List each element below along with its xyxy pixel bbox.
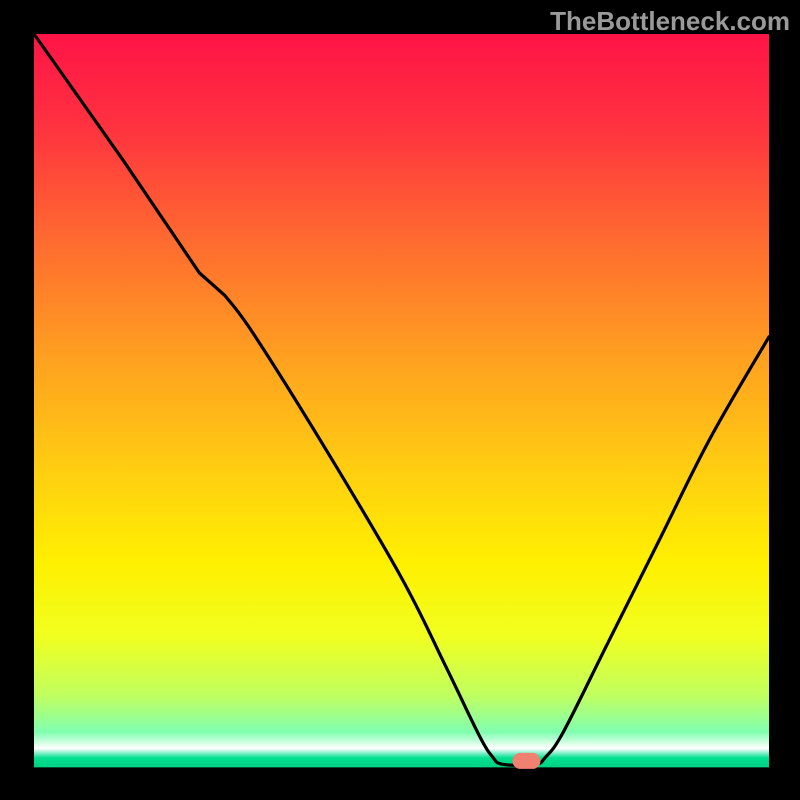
watermark-label: TheBottleneck.com: [550, 6, 790, 37]
plot-background: [34, 34, 769, 769]
optimal-point-marker: [512, 753, 540, 769]
chart-svg: [0, 0, 800, 800]
chart-container: TheBottleneck.com: [0, 0, 800, 800]
